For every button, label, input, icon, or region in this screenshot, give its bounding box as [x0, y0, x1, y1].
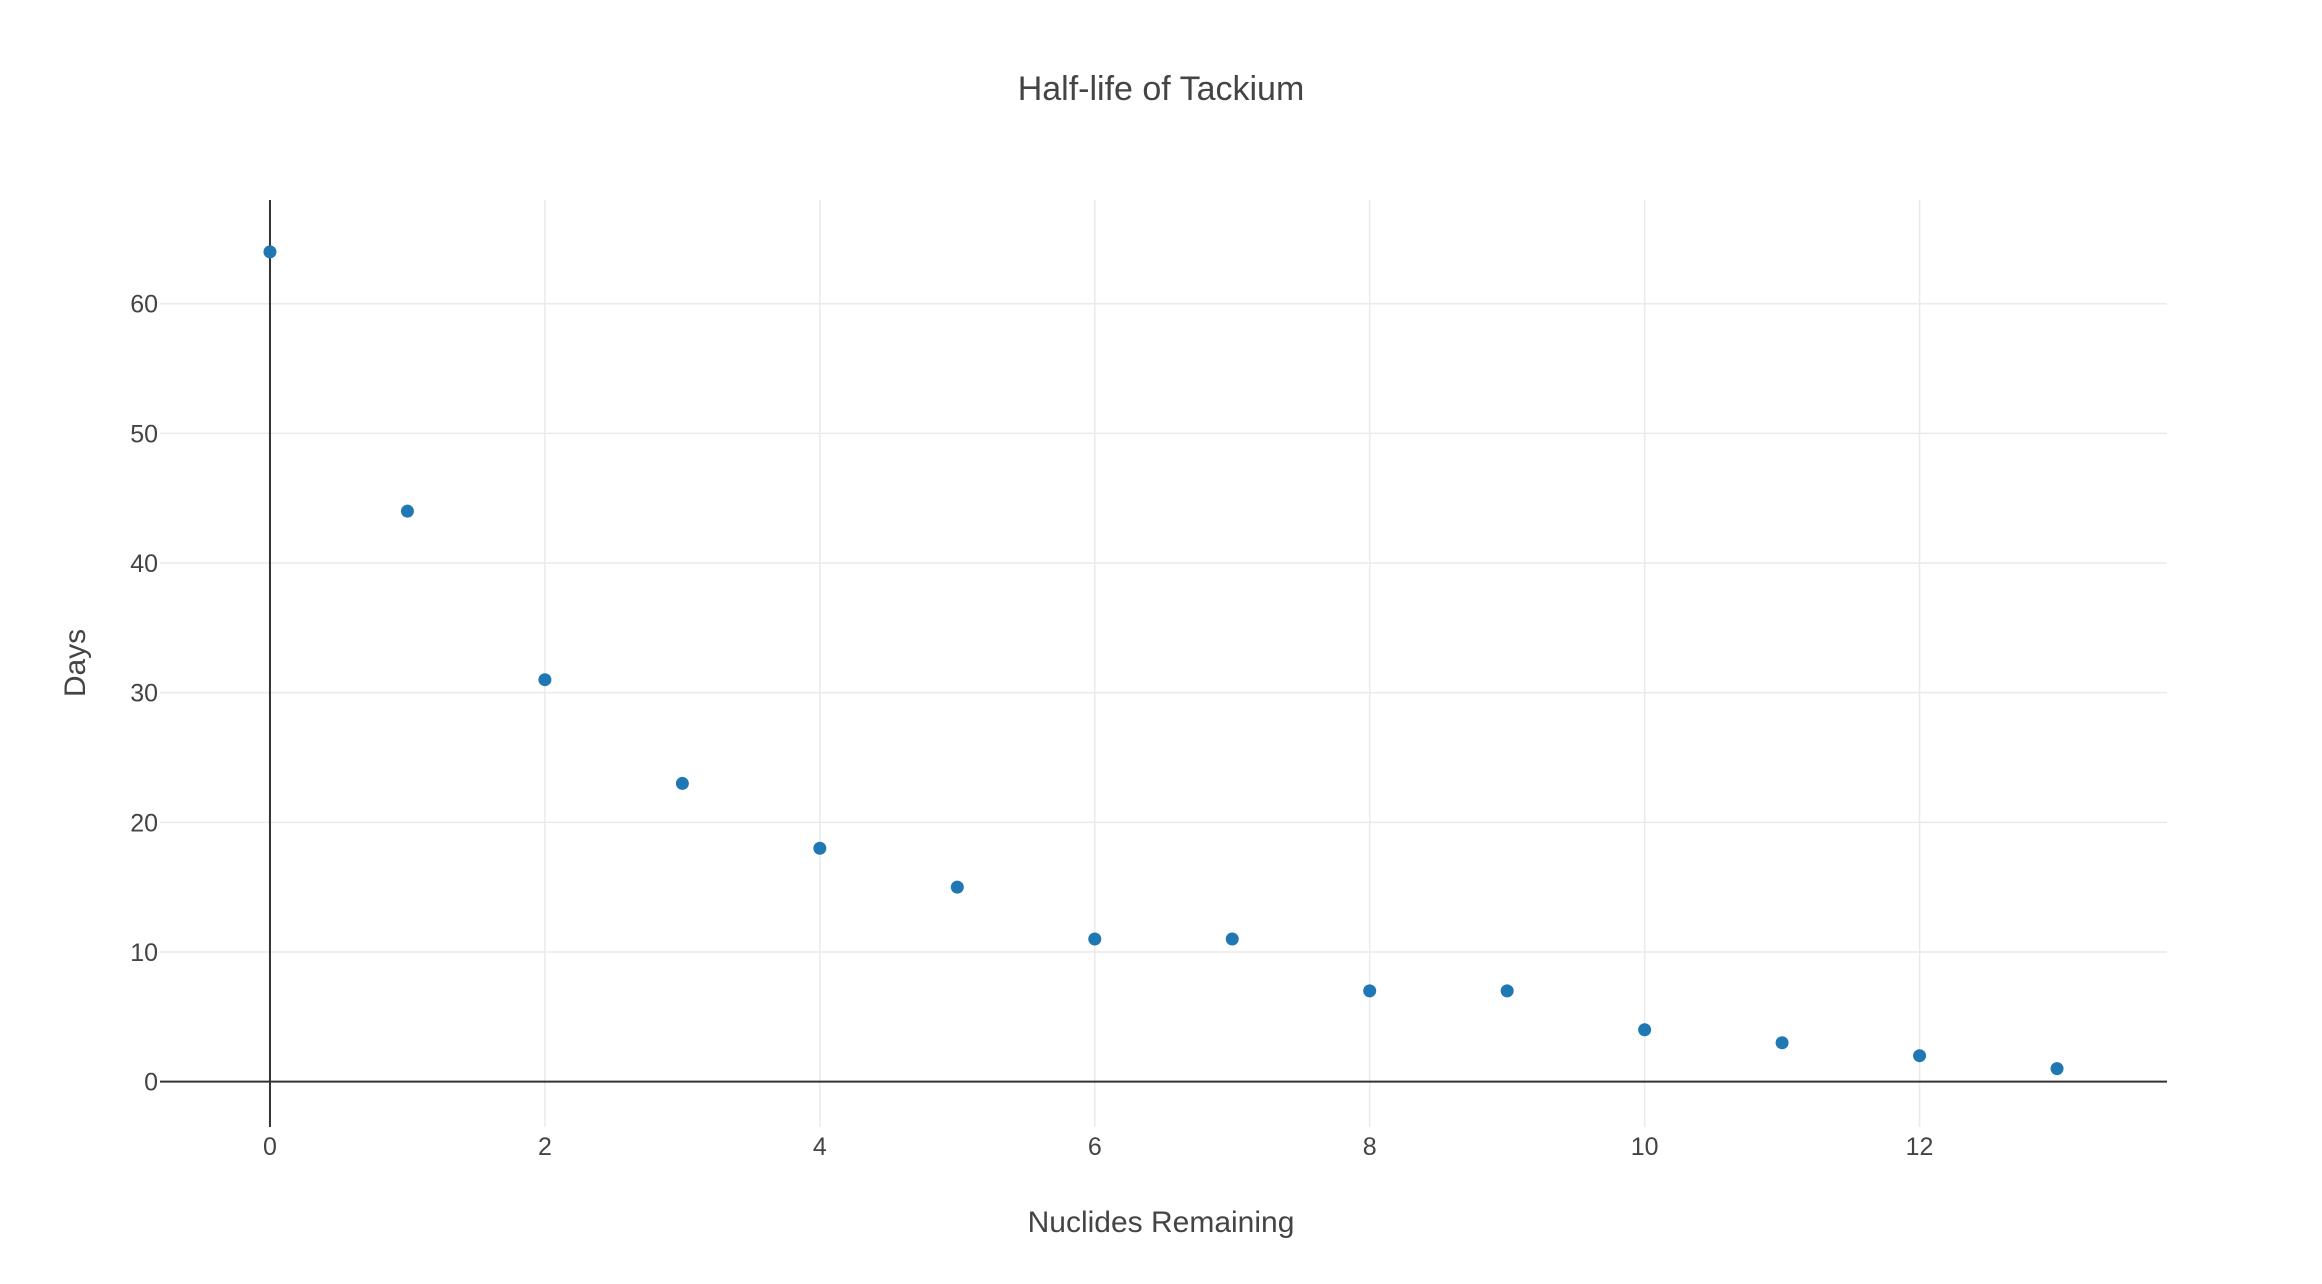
- y-tick-label: 50: [130, 420, 158, 448]
- data-point[interactable]: [263, 245, 277, 259]
- data-point[interactable]: [675, 776, 689, 790]
- data-point[interactable]: [2050, 1062, 2064, 1076]
- x-tick-label: 4: [813, 1133, 827, 1161]
- data-point[interactable]: [1363, 984, 1377, 998]
- y-tick-label: 0: [144, 1069, 158, 1097]
- x-tick-label: 6: [1088, 1133, 1102, 1161]
- x-tick-label: 2: [538, 1133, 552, 1161]
- data-point[interactable]: [1913, 1049, 1927, 1063]
- x-tick-label: 10: [1631, 1133, 1659, 1161]
- data-point[interactable]: [1088, 932, 1102, 946]
- x-tick-label: 12: [1906, 1133, 1934, 1161]
- data-point[interactable]: [1775, 1036, 1789, 1050]
- y-axis-ticks: 0 10 20 30 40 50 60: [130, 291, 158, 1097]
- zero-lines: [160, 200, 2167, 1127]
- x-gridlines: [544, 200, 1921, 1127]
- data-points: [263, 245, 2064, 1076]
- data-point[interactable]: [1500, 984, 1514, 998]
- x-tick-label: 8: [1363, 1133, 1377, 1161]
- y-tick-label: 20: [130, 809, 158, 837]
- y-tick-label: 30: [130, 680, 158, 708]
- x-axis-label: Nuclides Remaining: [1028, 1206, 1295, 1239]
- x-axis-ticks: 0 2 4 6 8 10 12: [263, 1133, 1933, 1161]
- chart-title: Half-life of Tackium: [1018, 70, 1305, 108]
- y-tick-label: 10: [130, 939, 158, 967]
- data-point[interactable]: [400, 504, 414, 518]
- y-tick-label: 60: [130, 291, 158, 319]
- data-point[interactable]: [813, 841, 827, 855]
- y-tick-label: 40: [130, 550, 158, 578]
- data-point[interactable]: [950, 880, 964, 894]
- y-gridlines: [160, 302, 2167, 953]
- data-point[interactable]: [538, 673, 552, 687]
- data-point[interactable]: [1225, 932, 1239, 946]
- plot-area: [160, 200, 2167, 1127]
- y-axis-label: Days: [59, 629, 92, 697]
- data-point[interactable]: [1638, 1023, 1652, 1037]
- x-tick-label: 0: [263, 1133, 277, 1161]
